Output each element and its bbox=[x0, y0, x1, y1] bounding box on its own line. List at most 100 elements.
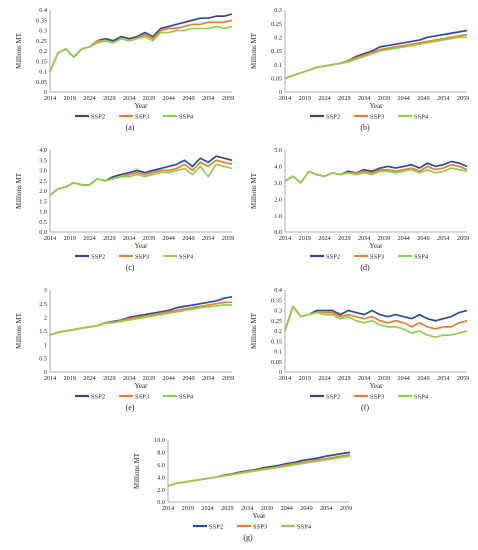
x-tick-label: 2034 bbox=[358, 95, 370, 102]
x-tick-label: 2029 bbox=[221, 505, 233, 512]
y-tick-label: 0.35 bbox=[36, 17, 47, 24]
x-tick-label: 2039 bbox=[378, 235, 390, 242]
x-tick-label: 2019 bbox=[299, 375, 311, 382]
x-tick-label: 2054 bbox=[320, 505, 332, 512]
series-line-ssp2 bbox=[284, 305, 468, 332]
series-line-ssp2 bbox=[284, 29, 468, 80]
legend-label-ssp3: SSP3 bbox=[135, 113, 149, 120]
panel-label: (b) bbox=[360, 123, 370, 132]
x-tick-label: 2019 bbox=[299, 235, 311, 242]
y-tick-label: 3.0 bbox=[39, 168, 47, 175]
y-tick-label: 0.05 bbox=[36, 79, 47, 86]
y-axis-title: Millions MT bbox=[250, 32, 258, 69]
x-tick-label: 2019 bbox=[64, 235, 76, 242]
x-tick-label: 2049 bbox=[182, 235, 194, 242]
x-tick-label: 2014 bbox=[279, 375, 291, 382]
x-tick-label: 2059 bbox=[222, 95, 234, 102]
y-tick-label: 2.0 bbox=[39, 188, 47, 195]
series-line-ssp4 bbox=[284, 36, 467, 80]
x-tick-label: 2029 bbox=[103, 235, 115, 242]
x-tick-label: 2054 bbox=[437, 95, 449, 102]
x-tick-label: 2014 bbox=[44, 95, 56, 102]
y-tick-label: 2.0 bbox=[157, 487, 165, 494]
y-tick-label: 1 bbox=[44, 342, 47, 349]
y-tick-label: 0.15 bbox=[36, 58, 47, 65]
x-tick-label: 2054 bbox=[437, 375, 449, 382]
x-tick-label: 2029 bbox=[338, 235, 350, 242]
legend-label-ssp4: SSP4 bbox=[179, 113, 194, 120]
series-line-ssp4 bbox=[49, 25, 233, 72]
x-tick-label: 2024 bbox=[201, 505, 213, 512]
chart-panel-3: 0.0 0.5 1.0 1.5 2.0 2.5 3.0 3.5 4.0 2014 2019 2024 2… bbox=[15, 147, 234, 272]
x-axis-title: Year bbox=[370, 382, 384, 390]
legend-label-ssp3: SSP3 bbox=[370, 253, 384, 260]
legend-label-ssp4: SSP4 bbox=[179, 393, 194, 400]
x-axis-title: Year bbox=[135, 102, 149, 110]
x-tick-label: 2029 bbox=[103, 375, 115, 382]
legend: SSP2 SSP3 SSP4 bbox=[193, 523, 312, 530]
chart-panel-1: 0 0.05 0.1 0.15 0.2 0.25 0.3 0.35 0.4 2014 2019 202… bbox=[15, 7, 234, 132]
series-line-ssp4 bbox=[284, 167, 468, 184]
x-axis-title: Year bbox=[135, 382, 149, 390]
y-tick-label: 2.0 bbox=[274, 196, 282, 203]
y-tick-label: 0.3 bbox=[39, 28, 47, 35]
y-axis-title: Millions MT bbox=[15, 312, 23, 349]
x-tick-label: 2014 bbox=[44, 235, 56, 242]
x-tick-label: 2039 bbox=[378, 375, 390, 382]
legend-label-ssp2: SSP2 bbox=[91, 113, 105, 120]
x-tick-label: 2034 bbox=[358, 375, 370, 382]
x-tick-label: 2039 bbox=[143, 235, 155, 242]
y-tick-label: 0.25 bbox=[271, 21, 282, 28]
y-tick-label: 1.0 bbox=[274, 213, 282, 220]
y-axis-title: Millions MT bbox=[15, 172, 23, 209]
y-tick-label: 0.35 bbox=[271, 297, 282, 304]
x-tick-label: 2049 bbox=[182, 375, 194, 382]
y-tick-label: 4.0 bbox=[157, 474, 165, 481]
y-tick-label: 1.5 bbox=[39, 198, 47, 205]
y-tick-label: 3.0 bbox=[274, 180, 282, 187]
series-line-ssp4 bbox=[49, 304, 232, 336]
y-tick-label: 2 bbox=[44, 315, 47, 322]
x-tick-label: 2044 bbox=[398, 95, 410, 102]
legend: SSP2 SSP3 SSP4 bbox=[75, 393, 194, 400]
panel-label: (g) bbox=[243, 533, 253, 542]
legend-label-ssp2: SSP2 bbox=[91, 253, 105, 260]
x-tick-label: 2054 bbox=[202, 95, 214, 102]
y-tick-label: 0.25 bbox=[271, 318, 282, 325]
y-tick-label: 0.05 bbox=[271, 76, 282, 83]
x-tick-label: 2054 bbox=[437, 235, 449, 242]
y-tick-label: 0 bbox=[279, 89, 282, 96]
y-axis-title: Millions MT bbox=[133, 452, 141, 489]
legend-label-ssp3: SSP3 bbox=[135, 393, 149, 400]
x-tick-label: 2034 bbox=[123, 375, 135, 382]
legend-label-ssp4: SSP4 bbox=[179, 253, 194, 260]
x-tick-label: 2059 bbox=[457, 375, 469, 382]
panel-label: (e) bbox=[126, 403, 135, 412]
series-line-ssp4 bbox=[167, 455, 351, 487]
x-tick-label: 2049 bbox=[300, 505, 312, 512]
y-tick-label: 0.1 bbox=[274, 349, 282, 356]
x-tick-label: 2014 bbox=[162, 505, 174, 512]
legend-label-ssp3: SSP3 bbox=[135, 253, 149, 260]
y-tick-label: 0.2 bbox=[274, 328, 282, 335]
legend: SSP2 SSP3 SSP4 bbox=[310, 113, 429, 120]
x-tick-label: 2029 bbox=[338, 375, 350, 382]
legend-label-ssp4: SSP4 bbox=[297, 523, 312, 530]
y-tick-label: 0.3 bbox=[274, 308, 282, 315]
x-axis-title: Year bbox=[253, 512, 267, 520]
x-tick-label: 2024 bbox=[83, 235, 95, 242]
x-tick-label: 2044 bbox=[398, 375, 410, 382]
x-tick-label: 2024 bbox=[83, 375, 95, 382]
y-tick-label: 5.0 bbox=[274, 147, 282, 154]
chart-panel-4: 0.0 1.0 2.0 3.0 4.0 5.0 2014 2019 2024 2029 2034 20… bbox=[250, 147, 469, 272]
chart-panel-7: 0.0 2.0 4.0 6.0 8.0 10.0 2014 2019 2024 2029 2034 2… bbox=[133, 437, 352, 542]
legend-label-ssp4: SSP4 bbox=[414, 253, 429, 260]
y-tick-label: 8.0 bbox=[157, 450, 165, 457]
y-tick-label: 0.3 bbox=[274, 7, 282, 14]
y-tick-label: 4.0 bbox=[39, 147, 47, 154]
x-tick-label: 2019 bbox=[64, 375, 76, 382]
x-tick-label: 2019 bbox=[64, 95, 76, 102]
legend-label-ssp2: SSP2 bbox=[326, 253, 340, 260]
legend-label-ssp4: SSP4 bbox=[414, 113, 429, 120]
